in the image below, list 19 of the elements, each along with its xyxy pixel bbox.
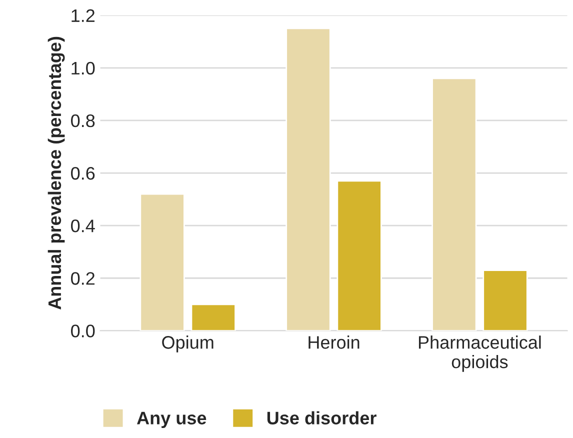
- x-tick-label: Opium: [162, 336, 214, 352]
- y-tick-label: 1.2: [72, 9, 95, 22]
- bar: [432, 78, 477, 331]
- y-tick-label: 1.0: [72, 62, 95, 75]
- y-tick-label: 0.8: [71, 114, 95, 128]
- y-axis-title: Annual prevalence (percentage): [48, 36, 65, 310]
- x-tick-label: Pharmaceutical opioids: [418, 336, 541, 372]
- legend-label: Any use: [136, 412, 206, 428]
- bar: [140, 193, 185, 331]
- bar: [190, 304, 236, 331]
- legend-label: Use disorder: [267, 411, 376, 424]
- x-tick-label: Heroin: [308, 336, 360, 349]
- y-tick-label: 0.6: [71, 166, 95, 180]
- bar: [286, 28, 331, 331]
- y-tick-label: 0.2: [71, 272, 95, 285]
- y-tick-label: 0.4: [71, 220, 95, 232]
- bar: [336, 180, 382, 331]
- y-tick-label: 0.0: [71, 324, 95, 338]
- bar: [482, 270, 528, 331]
